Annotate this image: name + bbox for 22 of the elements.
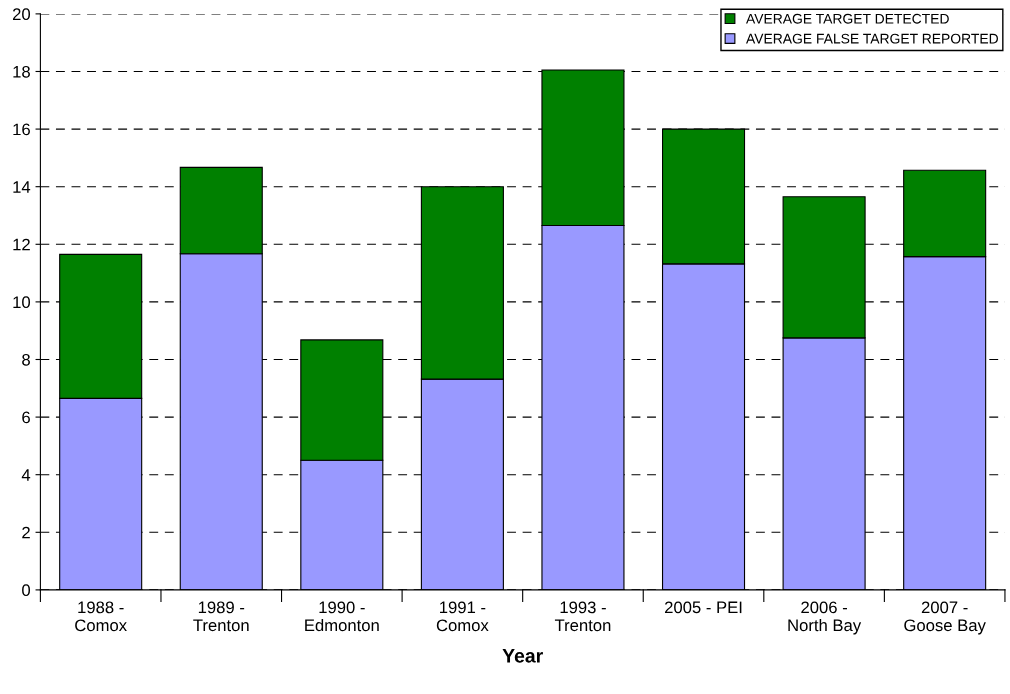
y-tick-label: 0 [22, 584, 31, 597]
x-tick-label: 1989 - Trenton [193, 601, 249, 632]
y-tick-label: 2 [22, 526, 30, 539]
y-tick-label: 6 [22, 411, 30, 424]
x-tick-label: 2005 - PEI [664, 601, 742, 614]
y-tick-label: 16 [13, 123, 30, 136]
x-tick-label: 1991 - Comox [436, 601, 489, 632]
x-axis-title: Year [502, 649, 543, 663]
y-tick-label: 20 [12, 8, 31, 21]
x-tick-label: 2007 - Goose Bay [904, 601, 986, 635]
y-tick-label: 4 [21, 469, 31, 481]
x-tick-label: 1988 - Comox [75, 601, 127, 632]
y-tick-label: 14 [13, 181, 31, 193]
y-tick-label: 8 [22, 353, 30, 366]
y-tick-label: 10 [13, 296, 31, 309]
x-tick-label: 1990 - Edmonton [305, 601, 379, 632]
y-tick-label: 18 [13, 65, 30, 78]
x-tick-label: 1993 - Trenton [554, 601, 611, 632]
x-tick-label: 2006 - North Bay [788, 601, 862, 635]
legend-label: AVERAGE FALSE TARGET REPORTED [746, 33, 998, 44]
y-tick-label: 12 [13, 238, 30, 251]
legend-label: AVERAGE TARGET DETECTED [746, 13, 949, 24]
